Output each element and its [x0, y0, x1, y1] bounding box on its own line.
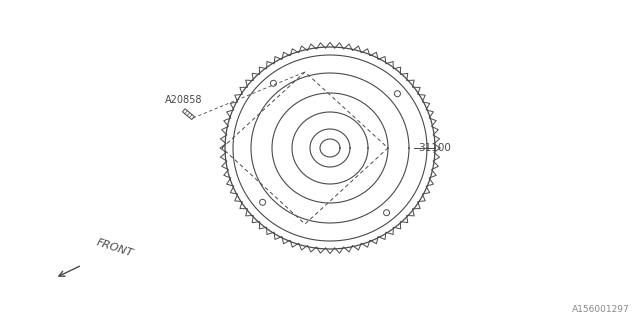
Text: 31100: 31100 [418, 143, 451, 153]
Text: FRONT: FRONT [95, 238, 134, 259]
Text: A156001297: A156001297 [572, 305, 630, 314]
Text: A20858: A20858 [165, 95, 202, 105]
